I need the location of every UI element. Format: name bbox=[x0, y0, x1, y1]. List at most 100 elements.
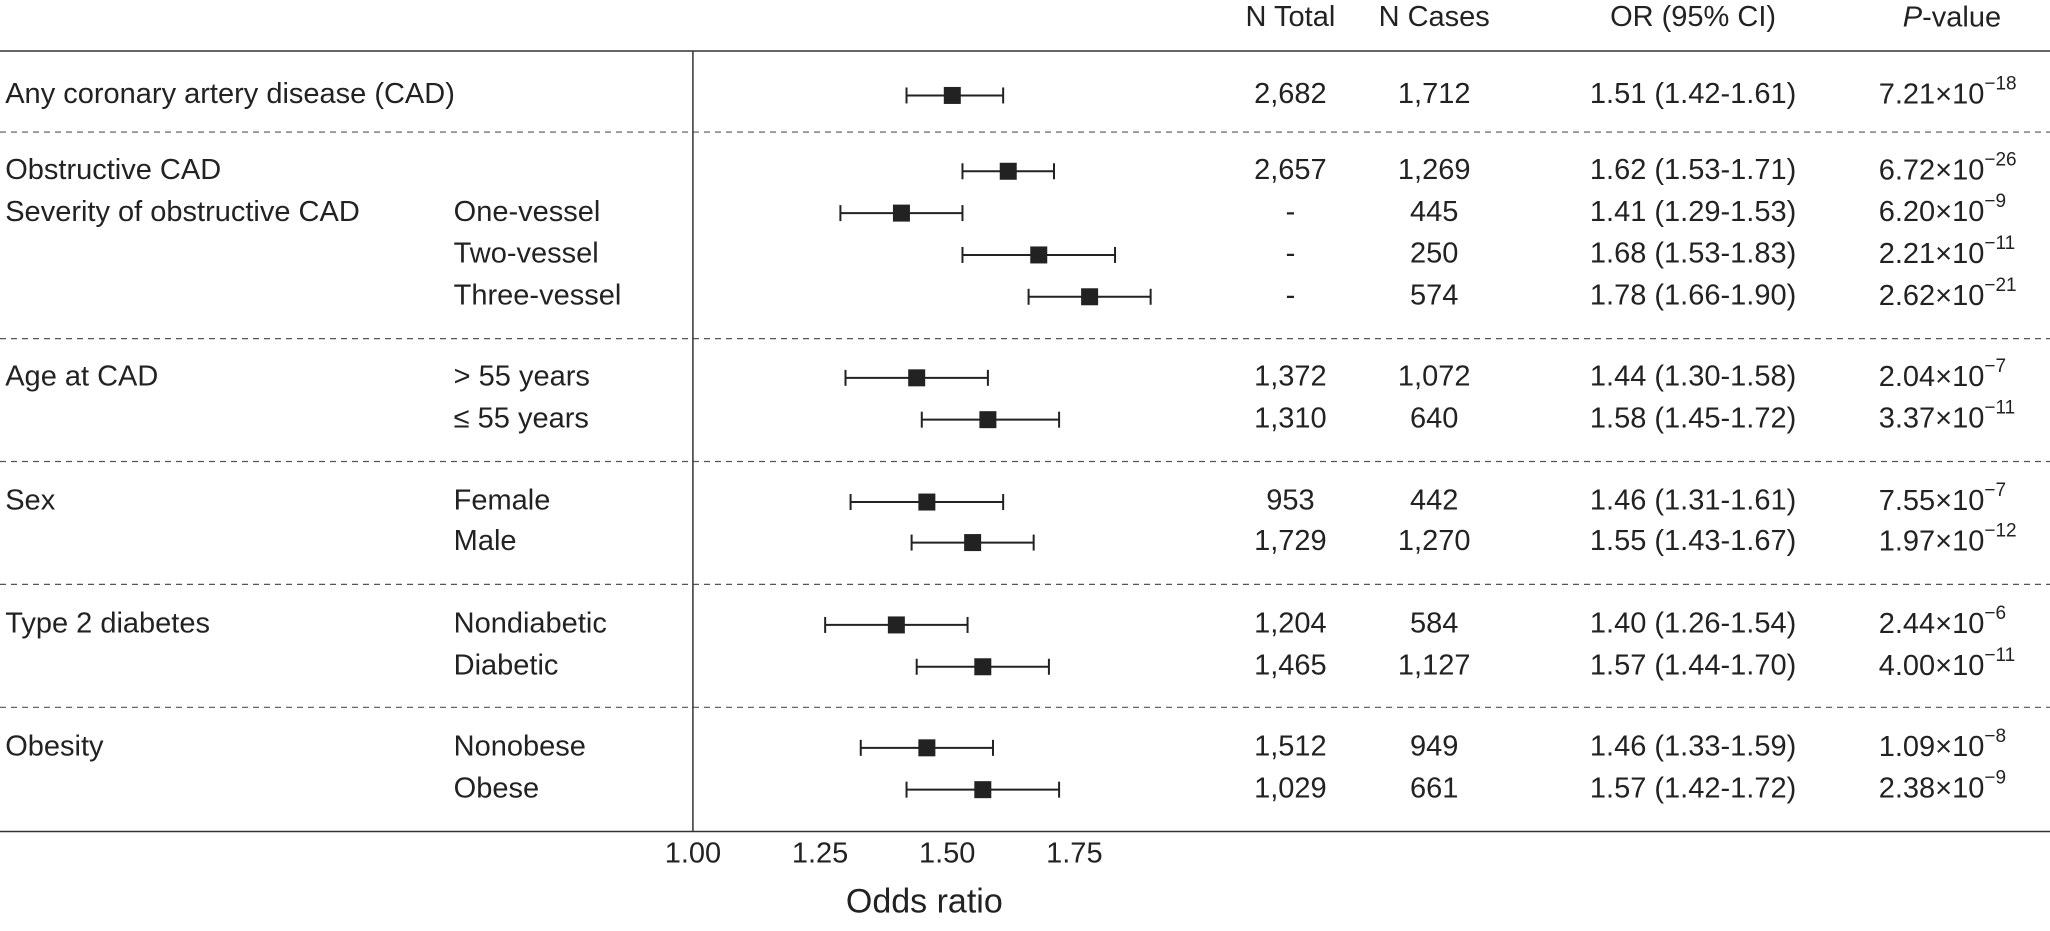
row-sublabel: Nondiabetic bbox=[454, 608, 607, 640]
n-cases: 1,127 bbox=[1398, 649, 1471, 681]
n-cases: 1,269 bbox=[1398, 154, 1471, 186]
row-label: Any coronary artery disease (CAD) bbox=[5, 78, 455, 110]
ci-group bbox=[824, 616, 969, 634]
p-value: 2.38×10−9 bbox=[1879, 768, 2006, 805]
column-header: OR (95% CI) bbox=[1610, 1, 1776, 33]
x-tick-label: 1.50 bbox=[919, 838, 975, 870]
column-header: P-value bbox=[1903, 1, 2001, 33]
p-mantissa: 2.04×10 bbox=[1879, 360, 1985, 392]
ci-group bbox=[905, 86, 1005, 104]
or-ci: 1.51 (1.42-1.61) bbox=[1590, 78, 1796, 110]
p-value: 7.55×10−7 bbox=[1879, 480, 2006, 517]
row-sublabel: Diabetic bbox=[454, 649, 559, 681]
or-ci: 1.41 (1.29-1.53) bbox=[1590, 196, 1796, 228]
p-value: 1.97×10−12 bbox=[1879, 521, 2017, 558]
p-value: 2.21×10−11 bbox=[1879, 233, 2015, 270]
n-cases: 949 bbox=[1410, 730, 1458, 762]
n-total: 1,465 bbox=[1254, 649, 1327, 681]
x-tick-label: 1.25 bbox=[792, 838, 848, 870]
point-estimate bbox=[974, 781, 992, 799]
point-estimate bbox=[979, 411, 997, 429]
p-mantissa: 7.21×10 bbox=[1879, 78, 1985, 110]
p-exponent: −9 bbox=[1984, 191, 2006, 212]
n-cases: 584 bbox=[1410, 608, 1458, 640]
point-estimate bbox=[1030, 246, 1048, 264]
n-total: 2,682 bbox=[1254, 78, 1327, 110]
p-exponent: −11 bbox=[1984, 398, 2015, 419]
ci-group bbox=[844, 369, 989, 387]
p-mantissa: 1.97×10 bbox=[1879, 525, 1985, 557]
p-mantissa: 3.37×10 bbox=[1879, 402, 1985, 434]
row-label: Obstructive CAD bbox=[5, 154, 221, 186]
row-sublabel: > 55 years bbox=[454, 360, 590, 392]
n-total: 1,729 bbox=[1254, 525, 1327, 557]
point-estimate bbox=[964, 534, 982, 552]
n-total: - bbox=[1286, 196, 1296, 228]
p-value: 2.44×10−6 bbox=[1879, 603, 2006, 640]
or-ci: 1.40 (1.26-1.54) bbox=[1590, 608, 1796, 640]
p-exponent: −26 bbox=[1984, 149, 2016, 170]
or-ci: 1.68 (1.53-1.83) bbox=[1590, 238, 1796, 270]
n-cases: 1,712 bbox=[1398, 78, 1471, 110]
or-ci: 1.78 (1.66-1.90) bbox=[1590, 279, 1796, 311]
row-label: Type 2 diabetes bbox=[5, 608, 210, 640]
ci-group bbox=[1027, 288, 1152, 306]
p-exponent: −18 bbox=[1984, 73, 2016, 94]
row-sublabel: Female bbox=[454, 485, 551, 517]
p-mantissa: 6.20×10 bbox=[1879, 196, 1985, 228]
n-total: 1,310 bbox=[1254, 402, 1327, 434]
p-exponent: −8 bbox=[1984, 726, 2006, 747]
or-ci: 1.46 (1.31-1.61) bbox=[1590, 485, 1796, 517]
n-total: 953 bbox=[1266, 485, 1314, 517]
p-exponent: −7 bbox=[1984, 356, 2006, 377]
p-value: 6.72×10−26 bbox=[1879, 149, 2017, 186]
n-total: - bbox=[1286, 279, 1296, 311]
p-mantissa: 2.62×10 bbox=[1879, 279, 1985, 311]
p-exponent: −6 bbox=[1984, 603, 2006, 624]
or-ci: 1.57 (1.44-1.70) bbox=[1590, 649, 1796, 681]
point-estimate bbox=[943, 86, 961, 104]
n-cases: 574 bbox=[1410, 279, 1458, 311]
ci-group bbox=[859, 739, 994, 757]
p-mantissa: 6.72×10 bbox=[1879, 154, 1985, 186]
n-total: 1,204 bbox=[1254, 608, 1327, 640]
p-exponent: −11 bbox=[1984, 233, 2015, 254]
n-total: 2,657 bbox=[1254, 154, 1327, 186]
n-total: 1,512 bbox=[1254, 730, 1327, 762]
point-estimate bbox=[918, 739, 936, 757]
p-exponent: −21 bbox=[1984, 275, 2016, 296]
row-sublabel: Two-vessel bbox=[454, 238, 599, 270]
p-value: 2.04×10−7 bbox=[1879, 356, 2006, 393]
n-total: 1,372 bbox=[1254, 360, 1327, 392]
p-mantissa: 2.44×10 bbox=[1879, 608, 1985, 640]
header-italic: P bbox=[1903, 1, 1923, 33]
point-estimate bbox=[999, 162, 1017, 180]
n-cases: 1,072 bbox=[1398, 360, 1471, 392]
ci-group bbox=[910, 534, 1035, 552]
or-ci: 1.44 (1.30-1.58) bbox=[1590, 360, 1796, 392]
column-header: N Total bbox=[1246, 1, 1336, 33]
row-sublabel: ≤ 55 years bbox=[454, 402, 589, 434]
ci-group bbox=[915, 658, 1050, 676]
p-value: 6.20×10−9 bbox=[1879, 191, 2006, 228]
p-mantissa: 4.00×10 bbox=[1879, 649, 1985, 681]
row-label: Sex bbox=[5, 485, 55, 517]
p-mantissa: 1.09×10 bbox=[1879, 730, 1985, 762]
n-cases: 445 bbox=[1410, 196, 1458, 228]
or-ci: 1.55 (1.43-1.67) bbox=[1590, 525, 1796, 557]
point-estimate bbox=[892, 204, 910, 222]
ci-group bbox=[839, 204, 964, 222]
x-tick-label: 1.75 bbox=[1046, 838, 1102, 870]
p-value: 2.62×10−21 bbox=[1879, 275, 2017, 312]
point-estimate bbox=[974, 658, 992, 676]
p-exponent: −7 bbox=[1984, 480, 2006, 501]
n-cases: 1,270 bbox=[1398, 525, 1471, 557]
ci-group bbox=[920, 411, 1061, 429]
column-header: N Cases bbox=[1379, 1, 1490, 33]
or-ci: 1.57 (1.42-1.72) bbox=[1590, 772, 1796, 804]
row-sublabel: Three-vessel bbox=[454, 279, 622, 311]
ci-group bbox=[961, 246, 1117, 264]
p-exponent: −9 bbox=[1984, 768, 2006, 789]
row-sublabel: One-vessel bbox=[454, 196, 601, 228]
or-ci: 1.58 (1.45-1.72) bbox=[1590, 402, 1796, 434]
